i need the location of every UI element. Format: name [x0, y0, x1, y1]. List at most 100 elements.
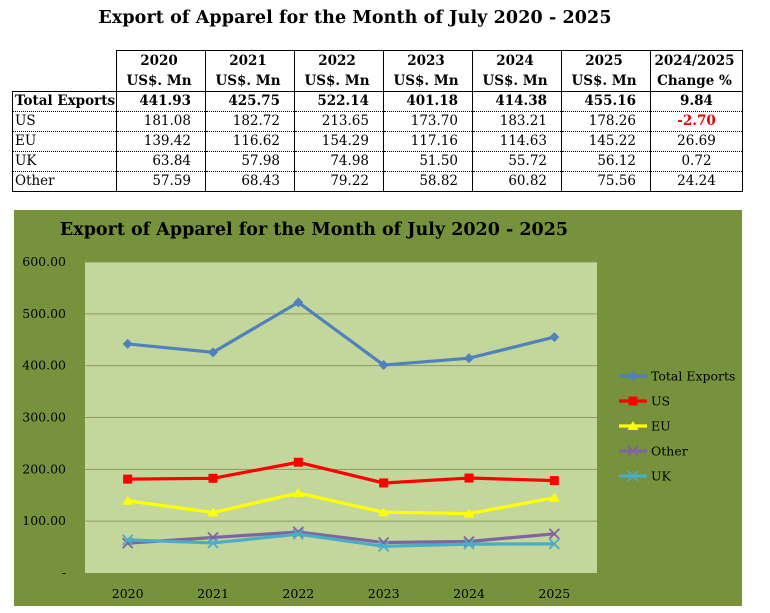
- cell-value: 154.29: [294, 131, 384, 152]
- cell-value: 79.22: [294, 171, 384, 192]
- data-point-us: [549, 476, 559, 486]
- x-tick-label: 2020: [112, 586, 144, 601]
- header-year: 2024: [472, 50, 562, 71]
- data-point-eu: [207, 507, 219, 517]
- data-point-us: [208, 473, 218, 483]
- y-tick-label: 300.00: [22, 410, 66, 425]
- cell-value: 63.84: [116, 151, 206, 172]
- data-point-total-exports: [122, 338, 133, 349]
- cell-value: 173.70: [383, 111, 473, 132]
- legend-marker-us: [628, 396, 638, 406]
- data-point-total-exports: [464, 353, 474, 364]
- cell-value: 522.14: [294, 91, 384, 112]
- header-change-years: 2024/2025: [650, 50, 743, 71]
- data-point-uk: [122, 534, 134, 546]
- legend-label-total-exports: Total Exports: [651, 369, 735, 384]
- cell-value: 181.08: [116, 111, 206, 132]
- cell-value: 455.16: [561, 91, 651, 112]
- chart-area: - 100.00 200.00 300.00 400.00 500.00 600.00 202…: [14, 210, 742, 606]
- legend-label-other: Other: [651, 444, 688, 459]
- cell-value: 182.72: [205, 111, 295, 132]
- row-label: EU: [12, 131, 117, 152]
- row-label: Total Exports: [12, 91, 117, 112]
- header-year: 2020: [116, 50, 206, 71]
- cell-value: 114.63: [472, 131, 562, 152]
- cell-value: 55.72: [472, 151, 562, 172]
- y-tick-label: -: [62, 565, 66, 580]
- data-point-us: [464, 473, 474, 483]
- header-blank: [12, 71, 117, 92]
- cell-value: 139.42: [116, 131, 206, 152]
- export-table: 2020 2021 2022 2023 2024 2025 2024/2025 …: [12, 50, 743, 192]
- row-label: UK: [12, 151, 117, 172]
- cell-change: 9.84: [650, 91, 743, 112]
- cell-change: 24.24: [650, 171, 743, 192]
- y-tick-label: 500.00: [22, 306, 66, 321]
- data-point-eu: [548, 492, 560, 502]
- header-year: 2025: [561, 50, 651, 71]
- data-point-total-exports: [378, 360, 389, 371]
- chart-title: Export of Apparel for the Month of July …: [59, 220, 569, 240]
- x-tick-label: 2024: [453, 586, 485, 601]
- y-tick-label: 400.00: [22, 358, 66, 373]
- cell-change: 26.69: [650, 131, 743, 152]
- data-point-total-exports: [293, 297, 304, 308]
- cell-value: 60.82: [472, 171, 562, 192]
- header-unit: US$. Mn: [294, 71, 384, 92]
- y-tick-label: 200.00: [22, 461, 66, 476]
- cell-value: 116.62: [205, 131, 295, 152]
- legend-marker-uk: [627, 470, 639, 482]
- header-year: 2021: [205, 50, 295, 71]
- legend-label-uk: UK: [651, 469, 672, 484]
- cell-value: 57.98: [205, 151, 295, 172]
- cell-value: 58.82: [383, 171, 473, 192]
- data-point-eu: [292, 488, 304, 498]
- header-unit: US$. Mn: [383, 71, 473, 92]
- series-line-eu: [127, 491, 555, 516]
- legend-marker-other: [627, 445, 639, 457]
- row-label: US: [12, 111, 117, 132]
- y-tick-label: 100.00: [22, 513, 66, 528]
- legend-label-eu: EU: [651, 419, 671, 434]
- cell-value: 56.12: [561, 151, 651, 172]
- header-year: 2023: [383, 50, 473, 71]
- cell-change: 0.72: [650, 151, 743, 172]
- data-point-uk: [378, 540, 390, 552]
- cell-value: 145.22: [561, 131, 651, 152]
- cell-value: 57.59: [116, 171, 206, 192]
- cell-value: 414.38: [472, 91, 562, 112]
- data-point-total-exports: [208, 347, 218, 358]
- header-unit: US$. Mn: [116, 71, 206, 92]
- header-blank: [13, 51, 117, 72]
- cell-value: 117.16: [383, 131, 473, 152]
- series-line-other: [127, 530, 555, 545]
- cell-value: 213.65: [294, 111, 384, 132]
- data-point-us: [123, 474, 133, 484]
- legend-label-us: US: [651, 394, 670, 409]
- page-title: Export of Apparel for the Month of July …: [98, 8, 612, 28]
- cell-value: 68.43: [205, 171, 295, 192]
- table-row: Total Exports 441.93 425.75 522.14 401.1…: [12, 91, 743, 112]
- data-point-uk: [207, 537, 219, 549]
- data-point-uk: [292, 528, 304, 540]
- data-point-eu: [378, 507, 390, 517]
- header-change-unit: Change %: [650, 71, 743, 92]
- x-tick-label: 2023: [368, 586, 400, 601]
- header-year: 2022: [294, 50, 384, 71]
- x-tick-label: 2025: [538, 586, 570, 601]
- series-line-uk: [127, 532, 555, 548]
- cell-value: 441.93: [116, 91, 206, 112]
- cell-value: 51.50: [383, 151, 473, 172]
- header-unit: US$. Mn: [205, 71, 295, 92]
- header-unit: US$. Mn: [472, 71, 562, 92]
- legend-marker-eu: [627, 421, 639, 430]
- data-point-uk: [548, 538, 560, 550]
- x-tick-label: 2021: [197, 586, 229, 601]
- line-chart: - 100.00 200.00 300.00 400.00 500.00 600.00 202…: [22, 254, 735, 601]
- y-tick-label: 600.00: [22, 254, 66, 269]
- cell-value: 425.75: [205, 91, 295, 112]
- cell-value: 401.18: [383, 91, 473, 112]
- cell-value: 74.98: [294, 151, 384, 172]
- data-point-us: [293, 457, 303, 467]
- table-row: US 181.08 182.72 213.65 173.70 183.21 17…: [12, 111, 743, 132]
